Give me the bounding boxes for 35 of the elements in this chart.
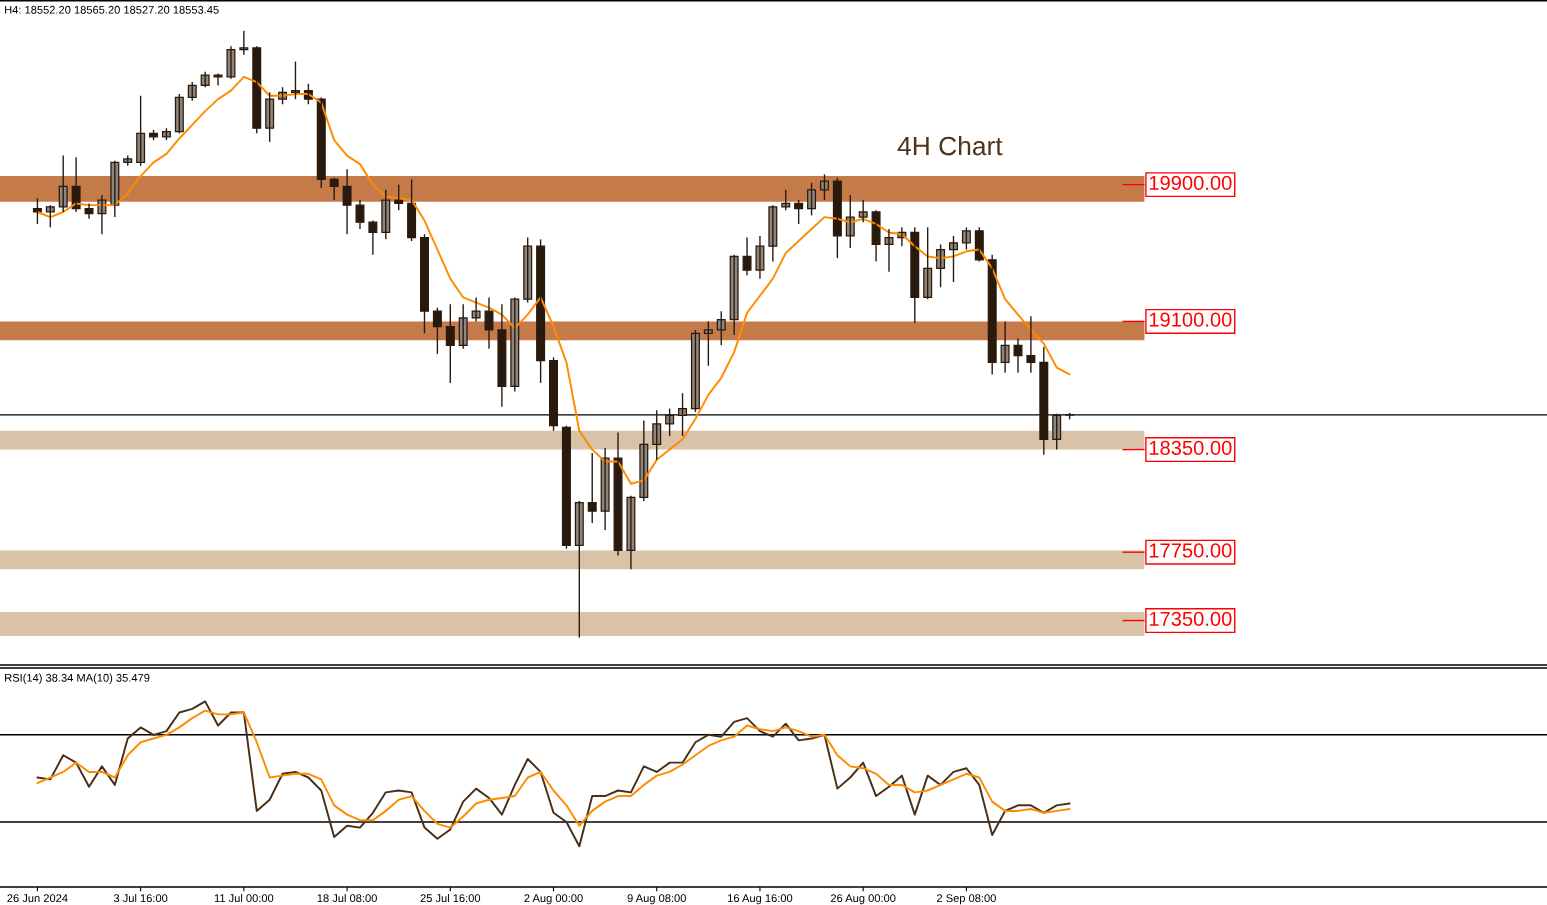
candlestick xyxy=(665,407,675,437)
candlestick xyxy=(458,303,468,350)
candlestick xyxy=(58,154,68,213)
x-tick-label: 9 Aug 08:00 xyxy=(627,894,686,905)
candlestick xyxy=(948,235,958,283)
ref-line-label: 17750.00 xyxy=(1149,543,1232,558)
candlestick xyxy=(432,307,442,355)
ref-line-label: 19900.00 xyxy=(1149,175,1232,191)
candlestick xyxy=(394,183,404,211)
candlestick xyxy=(652,409,662,461)
candlestick xyxy=(290,60,300,100)
x-tick-label: 18 Jul 08:00 xyxy=(317,893,377,903)
candlestick xyxy=(381,189,391,241)
candlestick xyxy=(716,310,726,347)
annotation: 4H Chart xyxy=(897,136,1003,156)
candlestick xyxy=(781,189,791,211)
x-tick-label: 26 Jun 2024 xyxy=(7,894,68,903)
ref-line-label: 18350.00 xyxy=(1149,440,1232,456)
candlestick xyxy=(484,296,494,350)
x-tick-label: 3 Jul 16:00 xyxy=(113,893,168,903)
candlestick xyxy=(678,392,688,437)
candlestick xyxy=(32,197,42,225)
x-tick-label: 16 Aug 16:00 xyxy=(728,894,793,905)
chart-title: RSI(14) 38.34 MA(10) 35.479 xyxy=(5,673,150,684)
ref-line-label: 19100.00 xyxy=(1149,312,1232,327)
ref-line-label: 17350.00 xyxy=(1149,611,1232,626)
x-tick-label: 2 Sep 08:00 xyxy=(936,894,996,905)
x-tick-label: 26 Aug 00:00 xyxy=(830,894,896,905)
candlestick xyxy=(45,204,55,229)
candlestick xyxy=(587,452,597,524)
x-tick-label: 11 Jul 00:00 xyxy=(214,893,274,903)
x-tick-label: 2 Aug 00:00 xyxy=(524,894,583,905)
chart-title: H4: 18552.20 18565.20 18527.20 18553.45 xyxy=(5,5,219,14)
candlestick xyxy=(703,320,713,367)
x-tick-label: 25 Jul 16:00 xyxy=(420,893,481,903)
